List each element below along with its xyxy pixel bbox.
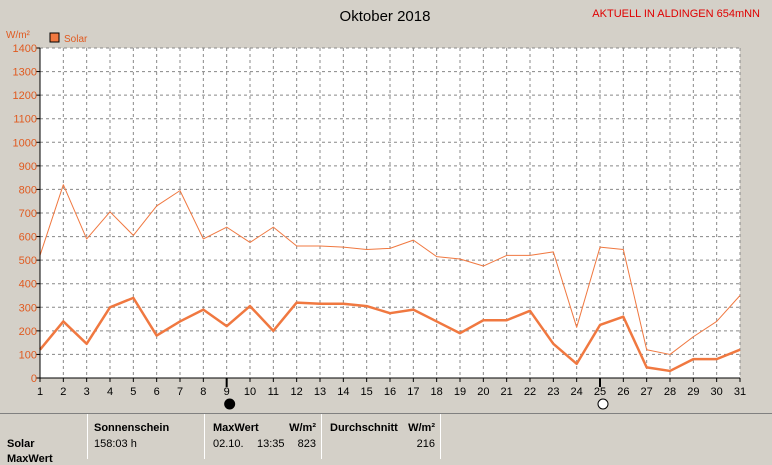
full-moon-icon xyxy=(597,398,609,410)
empty-cell xyxy=(441,414,772,459)
x-tick-label: 8 xyxy=(200,386,206,398)
new-moon-icon xyxy=(224,398,236,410)
series-lines xyxy=(39,184,741,373)
x-tick-label: 2 xyxy=(60,386,66,398)
y-tick-label: 0 xyxy=(31,373,37,385)
y-tick-label: 300 xyxy=(19,302,37,314)
row-label: Solar xyxy=(7,438,35,450)
y-tick-label: 900 xyxy=(19,161,37,173)
maxwert-cell: MaxWert W/m² 02.10. 13:35 823 xyxy=(205,414,321,459)
x-tick-label: 7 xyxy=(177,386,183,398)
x-tick-label: 13 xyxy=(314,386,326,398)
x-tick-label: 6 xyxy=(154,386,160,398)
station-label: AKTUELL IN ALDINGEN 654mNN xyxy=(592,8,760,20)
sonnenschein-cell: Sonnenschein 158:03 h xyxy=(88,414,204,459)
y-tick-label: 500 xyxy=(19,255,37,267)
x-tick-label: 31 xyxy=(734,386,746,398)
y-tick-label: 1100 xyxy=(13,114,37,126)
maxwert-unit: W/m² xyxy=(289,422,316,434)
row-label-2: MaxWert xyxy=(7,453,53,465)
x-tick-label: 17 xyxy=(407,386,419,398)
x-tick-label: 4 xyxy=(107,386,113,398)
y-tick-label: 600 xyxy=(19,232,37,244)
x-tick-label: 25 xyxy=(594,386,606,398)
durchschnitt-value: 216 xyxy=(416,438,435,450)
x-ticks: 1 2 3 4 5 6 7 8 9 10 11 12 13 14 15 16 17 18 19 20 21 22 23 24 2… xyxy=(37,378,746,398)
durchschnitt-header: Durchschnitt xyxy=(330,422,398,434)
row-label-cell: Solar MaxWert xyxy=(0,414,87,465)
x-tick-label: 24 xyxy=(571,386,583,398)
x-tick-label: 1 xyxy=(37,386,43,398)
moon-markers xyxy=(224,378,609,410)
x-tick-label: 9 xyxy=(224,386,230,398)
x-tick-label: 19 xyxy=(454,386,466,398)
durchschnitt-unit: W/m² xyxy=(408,422,435,434)
legend-swatch xyxy=(49,32,60,43)
y-tick-label: 1200 xyxy=(13,90,37,102)
x-tick-label: 11 xyxy=(268,386,279,398)
y-ticks: 0 100 200 300 400 500 600 700 800 900 1000 1100 1200… xyxy=(13,43,40,385)
x-tick-label: 22 xyxy=(524,386,536,398)
x-tick-label: 10 xyxy=(244,386,256,398)
x-tick-label: 5 xyxy=(130,386,136,398)
y-tick-label: 1400 xyxy=(13,43,37,55)
chart-title: Oktober 2018 xyxy=(340,8,431,25)
y-axis-unit: W/m² xyxy=(6,30,31,41)
legend-label: Solar xyxy=(64,34,88,45)
x-tick-label: 16 xyxy=(384,386,396,398)
y-tick-label: 400 xyxy=(19,279,37,291)
y-tick-label: 800 xyxy=(19,184,37,196)
x-tick-label: 3 xyxy=(84,386,90,398)
x-tick-label: 29 xyxy=(687,386,699,398)
maxwert-date: 02.10. xyxy=(213,438,244,450)
summary-table: Solar MaxWert Sonnenschein 158:03 h MaxW… xyxy=(0,413,772,465)
x-tick-label: 28 xyxy=(664,386,676,398)
y-tick-label: 700 xyxy=(19,208,37,220)
series-line-max xyxy=(39,184,741,355)
sonnenschein-header: Sonnenschein xyxy=(94,422,170,434)
x-tick-label: 26 xyxy=(617,386,629,398)
x-tick-label: 14 xyxy=(337,386,349,398)
x-tick-label: 27 xyxy=(641,386,653,398)
x-tick-label: 23 xyxy=(547,386,559,398)
x-tick-label: 18 xyxy=(431,386,443,398)
x-tick-label: 20 xyxy=(477,386,489,398)
sonnenschein-value: 158:03 h xyxy=(94,438,137,450)
x-tick-label: 30 xyxy=(711,386,723,398)
x-tick-label: 12 xyxy=(291,386,303,398)
durchschnitt-cell: Durchschnitt W/m² 216 xyxy=(322,414,440,459)
solar-chart: Oktober 2018 AKTUELL IN ALDINGEN 654mNN … xyxy=(6,8,760,410)
maxwert-header: MaxWert xyxy=(213,422,259,434)
y-tick-label: 200 xyxy=(19,326,37,338)
grid xyxy=(40,47,741,378)
y-tick-label: 1000 xyxy=(13,137,37,149)
y-tick-label: 100 xyxy=(19,349,37,361)
y-tick-label: 1300 xyxy=(13,67,37,79)
x-tick-label: 21 xyxy=(501,386,513,398)
maxwert-value: 823 xyxy=(297,438,316,450)
maxwert-time: 13:35 xyxy=(257,438,285,450)
series-line-avg xyxy=(39,296,741,373)
x-tick-label: 15 xyxy=(361,386,373,398)
